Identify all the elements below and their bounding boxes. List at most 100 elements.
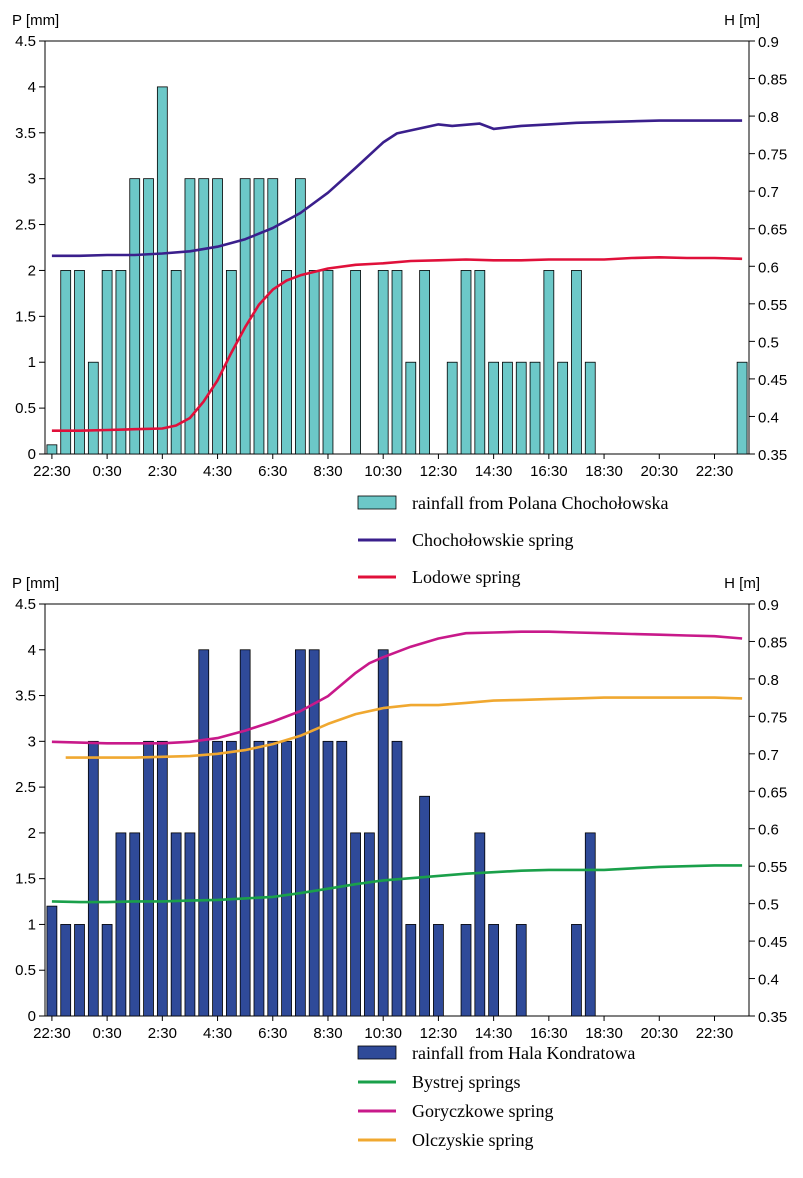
- rainfall-bar: [60, 270, 72, 455]
- rainfall-bar: [584, 832, 596, 1017]
- rainfall-bar: [101, 270, 113, 455]
- left-tick-label: 0: [28, 446, 36, 463]
- rainfall-bar: [46, 905, 58, 1017]
- x-tick-label: 14:30: [475, 1025, 513, 1042]
- left-tick-label: 2.5: [15, 217, 36, 234]
- rainfall-bar: [557, 361, 569, 455]
- left-tick-label: 3: [28, 733, 36, 750]
- x-tick-label: 22:30: [33, 1025, 71, 1042]
- rainfall-bar: [184, 832, 196, 1017]
- x-tick-label: 16:30: [530, 463, 568, 480]
- rainfall-bar: [571, 270, 582, 455]
- x-tick-label: 2:30: [148, 463, 177, 480]
- x-tick-label: 10:30: [364, 1025, 402, 1042]
- rainfall-bar: [322, 270, 334, 455]
- left-tick-label: 1.5: [15, 871, 36, 888]
- right-axis-unit: H [m]: [724, 575, 760, 592]
- rainfall-bar: [267, 178, 279, 455]
- rainfall-bar: [46, 444, 58, 455]
- right-tick-label: 0.35: [758, 447, 787, 464]
- rainfall-bar: [129, 832, 141, 1017]
- left-tick-label: 2: [28, 825, 36, 842]
- rainfall-bar: [308, 649, 320, 1017]
- x-tick-label: 18:30: [585, 463, 623, 480]
- right-tick-label: 0.4: [758, 972, 779, 989]
- rainfall-bar: [170, 832, 182, 1017]
- x-tick-label: 20:30: [641, 1025, 679, 1042]
- rainfall-bar: [515, 361, 527, 455]
- rainfall-bar: [364, 832, 375, 1017]
- rainfall-bar: [74, 924, 85, 1017]
- rainfall-bar: [143, 740, 154, 1017]
- rainfall-bar: [515, 924, 527, 1017]
- rainfall-bar: [281, 270, 292, 455]
- rainfall-bar: [474, 832, 486, 1017]
- x-tick-label: 22:30: [696, 1025, 734, 1042]
- x-tick-label: 8:30: [313, 1025, 342, 1042]
- rainfall-bar: [156, 86, 168, 455]
- rainfall-bar: [377, 649, 389, 1017]
- rainfall-bar: [584, 361, 596, 455]
- rainfall-bar: [143, 178, 154, 455]
- rainfall-bar: [253, 178, 265, 455]
- rainfall-bar: [267, 740, 279, 1017]
- left-tick-label: 2.5: [15, 779, 36, 796]
- x-tick-label: 2:30: [148, 1025, 177, 1042]
- x-tick-label: 6:30: [258, 463, 287, 480]
- rainfall-bar: [529, 361, 541, 455]
- rainfall-bar: [212, 740, 223, 1017]
- left-tick-label: 0.5: [15, 962, 36, 979]
- right-tick-label: 0.75: [758, 709, 787, 726]
- right-tick-label: 0.7: [758, 184, 779, 201]
- right-tick-label: 0.35: [758, 1009, 787, 1026]
- right-tick-label: 0.4: [758, 409, 779, 426]
- rainfall-bar: [87, 740, 99, 1017]
- right-tick-label: 0.65: [758, 222, 787, 239]
- left-tick-label: 4.5: [15, 596, 36, 613]
- left-tick-label: 0: [28, 1008, 36, 1025]
- x-tick-label: 12:30: [420, 1025, 458, 1042]
- rainfall-bar: [405, 924, 417, 1017]
- left-tick-label: 1.5: [15, 308, 36, 325]
- chart-panel-1: 0 0.5 1 1.5 2 2.5 3 3.5 4 4.5 0.35 0.4 0.45 0.5 0.55 0.…: [12, 12, 787, 587]
- rainfall-bar: [253, 740, 265, 1017]
- left-tick-label: 1: [28, 354, 36, 371]
- rainfall-bar: [474, 270, 486, 455]
- x-tick-label: 8:30: [313, 463, 342, 480]
- left-tick-label: 1: [28, 916, 36, 933]
- legend: rainfall from Polana Chochołowska Chochoł…: [357, 493, 668, 587]
- spring-level-line-3: [65, 696, 743, 759]
- left-axis-unit: P [mm]: [12, 12, 59, 29]
- left-tick-label: 4: [28, 79, 36, 96]
- legend-label: rainfall from Polana Chochołowska: [412, 493, 668, 513]
- right-tick-label: 0.45: [758, 372, 787, 389]
- rainfall-bar: [350, 270, 361, 455]
- right-tick-label: 0.55: [758, 859, 787, 876]
- rainfall-bar: [460, 270, 472, 455]
- rainfall-bar: [225, 740, 237, 1017]
- rainfall-bar: [281, 740, 292, 1017]
- right-tick-label: 0.6: [758, 259, 779, 276]
- rainfall-bar: [488, 924, 500, 1017]
- rainfall-bar: [212, 178, 223, 455]
- legend-label: Bystrej springs: [412, 1072, 521, 1092]
- rainfall-bar: [571, 924, 582, 1017]
- left-tick-label: 3.5: [15, 125, 36, 142]
- x-tick-label: 4:30: [203, 463, 232, 480]
- left-tick-label: 4.5: [15, 33, 36, 50]
- rainfall-bar: [391, 270, 403, 455]
- spring-level-line-1: [51, 864, 743, 904]
- right-tick-label: 0.6: [758, 822, 779, 839]
- rainfall-bar: [405, 361, 417, 455]
- right-tick-label: 0.9: [758, 597, 779, 614]
- spring-level-line-1: [51, 119, 743, 258]
- right-tick-label: 0.85: [758, 634, 787, 651]
- rainfall-bar: [101, 924, 113, 1017]
- x-tick-label: 16:30: [530, 1025, 568, 1042]
- x-tick-label: 0:30: [93, 1025, 122, 1042]
- legend-label: Chochołowskie spring: [412, 530, 574, 550]
- rainfall-bar: [488, 361, 500, 455]
- x-tick-label: 20:30: [641, 463, 679, 480]
- left-tick-label: 4: [28, 642, 36, 659]
